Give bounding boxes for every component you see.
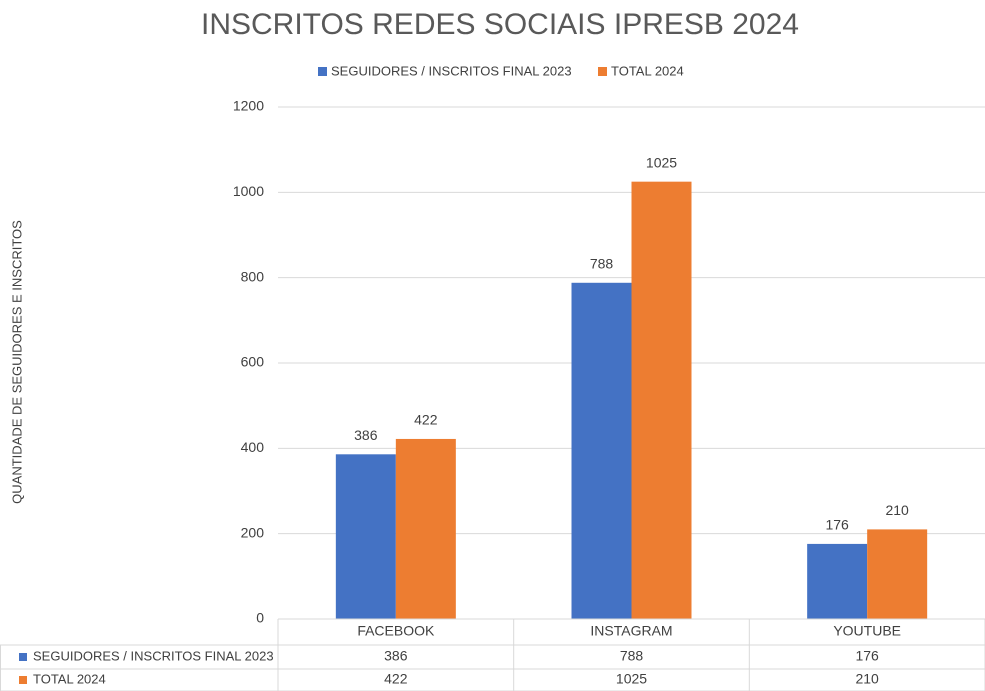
- legend-label: SEGUIDORES / INSCRITOS FINAL 2023: [331, 63, 572, 78]
- table-cell: 788: [620, 648, 644, 664]
- data-label: 210: [885, 502, 909, 518]
- y-tick-label: 1000: [233, 183, 264, 199]
- chart-title: INSCRITOS REDES SOCIAIS IPRESB 2024: [201, 8, 799, 41]
- bar: [807, 543, 868, 619]
- x-tick-label: FACEBOOK: [357, 623, 435, 639]
- x-tick-label: YOUTUBE: [833, 623, 901, 639]
- data-label: 1025: [646, 154, 677, 170]
- data-label: 788: [590, 255, 614, 271]
- y-tick-label: 400: [241, 439, 265, 455]
- y-tick-label: 800: [241, 268, 265, 284]
- legend-label: TOTAL 2024: [611, 63, 684, 78]
- y-tick-label: 0: [256, 610, 264, 626]
- table-legend-key: [19, 676, 27, 684]
- bar: [335, 454, 396, 619]
- legend-swatch: [318, 67, 327, 76]
- table-cell: 422: [384, 671, 408, 687]
- table-cell: 386: [384, 648, 408, 664]
- table-row-header: TOTAL 2024: [33, 671, 106, 686]
- y-tick-label: 1200: [233, 98, 264, 114]
- x-tick-label: INSTAGRAM: [590, 623, 672, 639]
- data-label: 422: [414, 412, 438, 428]
- table-cell: 210: [855, 671, 879, 687]
- data-label: 176: [825, 517, 849, 533]
- y-axis-title: QUANTIDADE DE SEGUIDORES E INSCRITOS: [9, 220, 24, 504]
- legend-swatch: [598, 67, 607, 76]
- bar: [867, 529, 928, 619]
- data-label: 386: [354, 427, 378, 443]
- bar: [395, 438, 456, 619]
- bar: [631, 181, 692, 619]
- y-tick-label: 600: [241, 354, 265, 370]
- y-tick-label: 200: [241, 524, 265, 540]
- table-cell: 1025: [616, 671, 647, 687]
- table-legend-key: [19, 653, 27, 661]
- table-row-header: SEGUIDORES / INSCRITOS FINAL 2023: [33, 648, 274, 663]
- table-cell: 176: [855, 648, 879, 664]
- bar: [571, 282, 632, 619]
